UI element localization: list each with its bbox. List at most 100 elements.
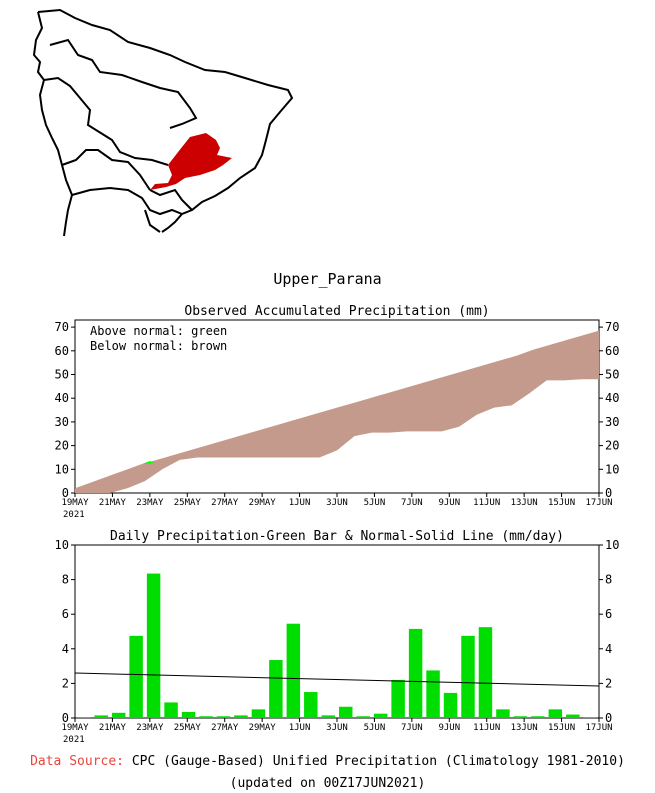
x-tick-label: 29MAY — [249, 498, 277, 508]
precip-bar — [443, 692, 458, 718]
y-tick-label-right: 10 — [605, 538, 619, 552]
x-tick-label: 1JUN — [289, 498, 311, 508]
precip-bar — [391, 679, 405, 718]
y-tick-label-right: 0 — [605, 711, 612, 725]
x-tick-label: 9JUN — [438, 723, 460, 733]
coast-line — [32, 11, 74, 237]
precip-bar — [548, 709, 563, 718]
x-tick-label: 27MAY — [211, 723, 239, 733]
x-tick-label: 19MAY — [61, 723, 89, 733]
above-normal-area — [142, 461, 154, 464]
data-source-label: Data Source: — [30, 754, 124, 769]
x-tick-label: 7JUN — [401, 498, 423, 508]
x-tick-label: 25MAY — [174, 723, 202, 733]
y-tick-label-left: 2 — [62, 676, 69, 690]
precip-bar — [199, 716, 213, 718]
normal-line — [74, 672, 600, 687]
daily-precipitation-chart: Daily Precipitation-Green Bar & Normal-S… — [55, 529, 620, 745]
precip-bar — [339, 706, 353, 718]
region-title: Upper_Parana — [273, 270, 382, 288]
y-tick-label-right: 2 — [605, 676, 612, 690]
precip-bar — [129, 635, 143, 718]
y-tick-label-right: 6 — [605, 607, 612, 621]
legend-above: Above normal: green — [90, 324, 227, 338]
precip-bar — [496, 709, 510, 718]
x-tick-label: 21MAY — [99, 498, 127, 508]
x-tick-label: 9JUN — [438, 498, 460, 508]
data-source-text: CPC (Gauge-Based) Unified Precipitation … — [131, 754, 625, 769]
precip-bar — [164, 702, 178, 718]
precip-bar — [513, 716, 528, 718]
y-tick-label-left: 40 — [55, 391, 69, 405]
x-tick-label: 27MAY — [211, 498, 239, 508]
precip-bar — [234, 715, 248, 718]
chart-title: Observed Accumulated Precipitation (mm) — [184, 304, 489, 319]
south-america-outline — [32, 8, 294, 237]
y-tick-label-left: 4 — [62, 642, 69, 656]
x-tick-label: 17JUN — [585, 498, 612, 508]
precip-bar — [111, 712, 126, 718]
x-tick-label: 19MAY — [61, 498, 89, 508]
precip-bar — [251, 709, 266, 718]
coast-line — [37, 8, 294, 233]
y-tick-label-left: 50 — [55, 368, 69, 382]
x-tick-label: 13JUN — [511, 723, 538, 733]
y-tick-label-left: 10 — [55, 538, 69, 552]
precip-bar — [77, 717, 91, 718]
x-tick-label: 3JUN — [326, 723, 348, 733]
data-source-line: Data Source: CPC (Gauge-Based) Unified P… — [0, 754, 655, 769]
border-line — [43, 76, 169, 166]
x-tick-label: 17JUN — [585, 723, 612, 733]
chart-title: Daily Precipitation-Green Bar & Normal-S… — [110, 529, 564, 544]
x-tick-label: 5JUN — [364, 723, 386, 733]
y-tick-label-left: 10 — [55, 462, 69, 476]
precip-bar — [321, 715, 335, 718]
legend-below: Below normal: brown — [90, 339, 227, 353]
x-tick-label: 23MAY — [136, 723, 164, 733]
x-tick-label: 3JUN — [326, 498, 348, 508]
border-line — [71, 186, 183, 216]
precip-bar — [583, 717, 597, 718]
y-tick-label-left: 6 — [62, 607, 69, 621]
precip-bar — [531, 716, 545, 718]
precip-bar — [408, 628, 423, 718]
precip-bar — [373, 713, 388, 718]
precip-bar — [356, 716, 370, 718]
y-tick-label-left: 70 — [55, 320, 69, 334]
x-tick-label: 11JUN — [473, 498, 500, 508]
region-map — [32, 8, 294, 237]
precip-bar — [146, 573, 161, 718]
x-tick-label: 11JUN — [473, 723, 500, 733]
x-tick-label: 13JUN — [511, 498, 538, 508]
y-tick-label-right: 50 — [605, 368, 619, 382]
x-tick-label: 25MAY — [174, 498, 202, 508]
precip-bar — [426, 670, 440, 718]
y-tick-label-left: 20 — [55, 439, 69, 453]
precip-bar — [304, 692, 318, 718]
precip-bar — [181, 711, 196, 718]
border-line — [144, 209, 161, 233]
y-tick-label-left: 8 — [62, 573, 69, 587]
border-line — [61, 149, 151, 191]
x-tick-label: 15JUN — [548, 498, 575, 508]
y-tick-label-right: 4 — [605, 642, 612, 656]
x-tick-label: 1JUN — [289, 723, 311, 733]
y-tick-label-right: 40 — [605, 391, 619, 405]
border-line — [49, 38, 198, 129]
x-tick-label: 23MAY — [136, 498, 164, 508]
precip-bar — [461, 635, 475, 718]
y-tick-label-right: 10 — [605, 462, 619, 476]
precip-bar — [566, 714, 580, 718]
x-tick-label: 29MAY — [249, 723, 277, 733]
y-tick-label-right: 60 — [605, 344, 619, 358]
below-normal-area — [75, 330, 599, 493]
updated-text: (updated on 00Z17JUN2021) — [229, 776, 426, 791]
y-tick-label-left: 60 — [55, 344, 69, 358]
border-line — [149, 188, 193, 211]
y-tick-label-left: 30 — [55, 415, 69, 429]
y-tick-label-right: 70 — [605, 320, 619, 334]
accumulated-precipitation-chart: Observed Accumulated Precipitation (mm) 0… — [55, 304, 620, 520]
x-tick-label: 5JUN — [364, 498, 386, 508]
x-year-label: 2021 — [63, 510, 85, 520]
precip-bar — [269, 660, 283, 718]
